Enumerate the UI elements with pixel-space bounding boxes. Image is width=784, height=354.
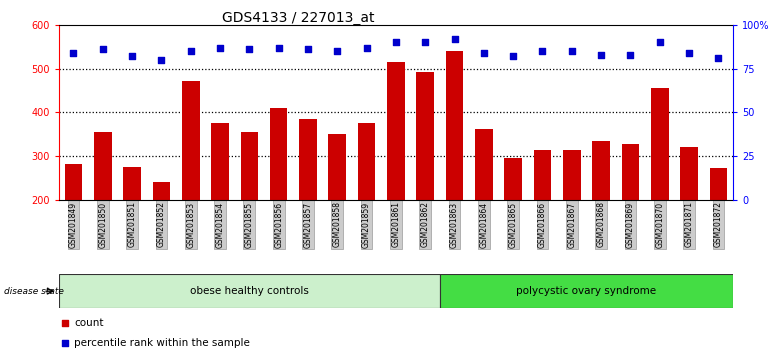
- Point: [67, 50, 80, 56]
- Point: [419, 40, 431, 45]
- Bar: [681, 147, 698, 287]
- Bar: [440, 274, 733, 308]
- Point: [155, 57, 168, 63]
- Bar: [64, 164, 82, 287]
- Point: [361, 45, 373, 50]
- Bar: [651, 88, 669, 287]
- Bar: [358, 123, 376, 287]
- Bar: [710, 169, 728, 287]
- Bar: [153, 182, 170, 287]
- Point: [125, 53, 138, 59]
- Bar: [387, 62, 405, 287]
- Bar: [475, 129, 492, 287]
- Text: obese healthy controls: obese healthy controls: [190, 286, 309, 296]
- Bar: [328, 134, 346, 287]
- Text: count: count: [74, 318, 104, 328]
- Point: [302, 46, 314, 52]
- Bar: [59, 274, 440, 308]
- Text: GDS4133 / 227013_at: GDS4133 / 227013_at: [222, 11, 374, 25]
- Point: [184, 48, 197, 54]
- Bar: [534, 150, 551, 287]
- Point: [683, 50, 695, 56]
- Point: [507, 53, 520, 59]
- Bar: [504, 158, 522, 287]
- Bar: [123, 167, 141, 287]
- Point: [565, 48, 578, 54]
- Bar: [416, 72, 434, 287]
- Text: percentile rank within the sample: percentile rank within the sample: [74, 338, 250, 348]
- Bar: [270, 108, 288, 287]
- Bar: [211, 123, 229, 287]
- Point: [654, 40, 666, 45]
- Bar: [622, 144, 639, 287]
- Bar: [94, 132, 111, 287]
- Bar: [446, 51, 463, 287]
- Bar: [241, 132, 258, 287]
- Point: [595, 52, 608, 57]
- Point: [331, 48, 343, 54]
- Point: [302, 259, 314, 265]
- Text: disease state: disease state: [4, 287, 64, 296]
- Point: [214, 45, 227, 50]
- Point: [448, 36, 461, 42]
- Point: [96, 46, 109, 52]
- Point: [712, 55, 724, 61]
- Point: [477, 50, 490, 56]
- Point: [302, 79, 314, 85]
- Point: [272, 45, 285, 50]
- Point: [624, 52, 637, 57]
- Bar: [299, 119, 317, 287]
- Bar: [563, 150, 581, 287]
- Point: [390, 40, 402, 45]
- Point: [536, 48, 549, 54]
- Point: [243, 46, 256, 52]
- Bar: [593, 141, 610, 287]
- Text: polycystic ovary syndrome: polycystic ovary syndrome: [517, 286, 656, 296]
- Bar: [182, 81, 199, 287]
